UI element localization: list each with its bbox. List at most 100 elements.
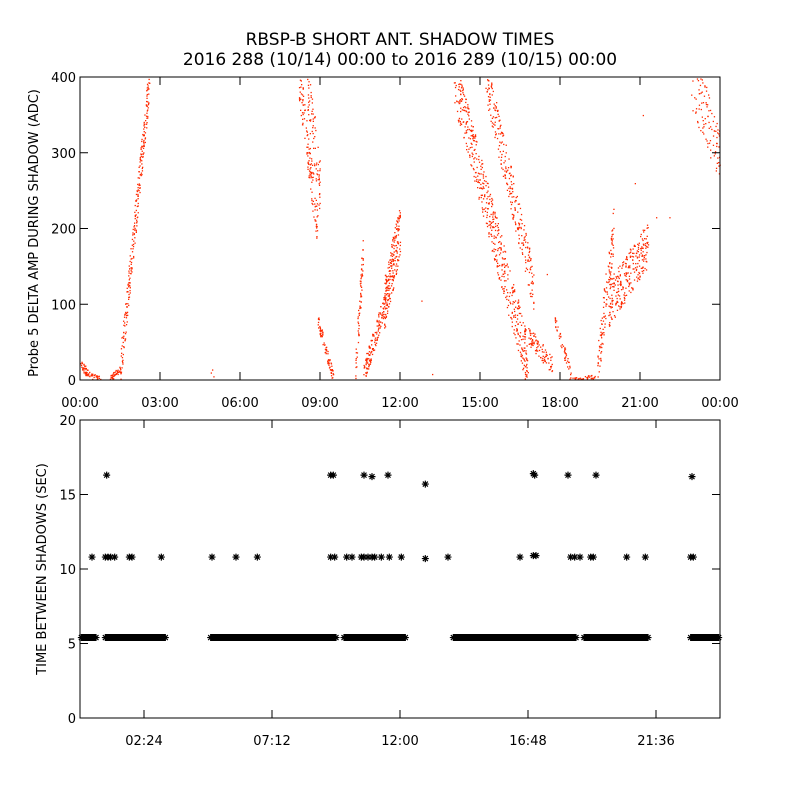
shadow-amp-point [551, 356, 553, 358]
shadow-amp-point [396, 220, 398, 222]
shadow-amp-point [517, 211, 519, 213]
shadow-amp-point [466, 145, 468, 147]
shadow-amp-point [514, 208, 516, 210]
shadow-amp-point [612, 244, 614, 246]
shadow-amp-point [126, 306, 128, 308]
shadow-amp-point [608, 323, 610, 326]
shadow-amp-point [619, 298, 621, 300]
shadow-amp-point [624, 292, 626, 294]
shadow-amp-point [134, 214, 136, 217]
shadow-amp-point [554, 320, 557, 322]
shadow-amp-point [393, 275, 395, 277]
shadow-amp-point [524, 373, 527, 375]
shadow-amp-point [210, 372, 212, 374]
shadow-amp-point [318, 193, 321, 196]
shadow-amp-point [310, 95, 312, 97]
shadow-amp-point [147, 101, 149, 103]
shadow-amp-point [482, 211, 484, 213]
shadow-amp-point [470, 120, 473, 122]
shadow-amp-point [601, 333, 603, 335]
shadow-amp-point [498, 156, 500, 158]
shadow-amp-point [311, 172, 313, 175]
shadow-amp-point [542, 344, 544, 346]
shadow-amp-point [638, 244, 640, 246]
shadow-amp-point [609, 272, 611, 274]
shadow-amp-point [704, 85, 706, 87]
shadow-amp-point [384, 295, 386, 297]
shadow-amp-point [397, 229, 399, 232]
shadow-interval-point [449, 634, 457, 642]
shadow-amp-point [143, 142, 145, 144]
shadow-amp-point [95, 375, 98, 377]
shadow-amp-point [497, 272, 499, 274]
shadow-amp-point [531, 289, 533, 291]
shadow-amp-point [712, 120, 714, 123]
shadow-amp-point [468, 137, 470, 139]
shadow-interval-point [157, 553, 165, 561]
shadow-amp-point [312, 210, 314, 212]
shadow-interval-point [384, 471, 392, 479]
shadow-amp-point [628, 278, 631, 280]
shadow-amp-point [646, 224, 649, 226]
shadow-amp-point [529, 247, 531, 249]
shadow-amp-point [698, 126, 700, 129]
shadow-amp-point [368, 345, 370, 347]
shadow-amp-point [496, 137, 499, 140]
shadow-amp-point [494, 105, 496, 107]
shadow-amp-point [432, 373, 434, 376]
shadow-amp-point [472, 139, 475, 142]
shadow-amp-point [532, 282, 534, 284]
shadow-amp-point [303, 118, 306, 120]
shadow-interval-point [371, 553, 379, 561]
top-xtick-label: 15:00 [461, 396, 498, 411]
shadow-amp-point [387, 295, 389, 297]
shadow-amp-point [635, 268, 638, 271]
shadow-amp-point [640, 235, 642, 238]
shadow-amp-point [314, 203, 316, 205]
shadow-amp-point [620, 289, 623, 291]
shadow-amp-point [116, 372, 119, 374]
shadow-amp-point [120, 369, 122, 371]
shadow-amp-point [302, 88, 304, 90]
shadow-amp-point [512, 175, 514, 177]
shadow-amp-point [478, 198, 480, 200]
shadow-amp-point [140, 155, 142, 158]
shadow-amp-point [137, 212, 139, 214]
shadow-amp-point [521, 248, 523, 251]
shadow-amp-point [637, 262, 639, 265]
shadow-amp-point [125, 303, 128, 305]
shadow-amp-point [309, 171, 311, 173]
shadow-amp-point [142, 166, 144, 168]
shadow-amp-point [489, 215, 491, 218]
shadow-amp-point [97, 378, 99, 380]
shadow-amp-point [629, 252, 631, 254]
shadow-amp-point [311, 171, 313, 174]
shadow-amp-point [526, 358, 528, 360]
shadow-amp-point [83, 368, 85, 370]
shadow-amp-point [717, 132, 719, 134]
shadow-amp-point [459, 99, 462, 101]
shadow-amp-point [373, 349, 375, 352]
shadow-amp-point [514, 209, 516, 211]
shadow-amp-point [645, 245, 647, 247]
shadow-amp-point [307, 109, 309, 111]
shadow-amp-point [501, 141, 503, 143]
shadow-amp-point [708, 94, 710, 96]
shadow-amp-point [317, 215, 319, 217]
shadow-amp-point [133, 233, 135, 236]
shadow-amp-point [363, 374, 365, 376]
shadow-amp-point [491, 84, 493, 86]
shadow-amp-point [85, 367, 87, 370]
shadow-amp-point [497, 262, 499, 264]
shadow-interval-point [444, 553, 452, 561]
shadow-amp-point [512, 191, 514, 193]
shadow-amp-point [716, 122, 718, 125]
shadow-amp-point [84, 365, 86, 368]
shadow-amp-point [534, 350, 537, 352]
shadow-amp-point [514, 314, 517, 316]
shadow-amp-point [514, 201, 516, 203]
shadow-amp-point [516, 328, 518, 331]
shadow-amp-point [547, 358, 549, 360]
shadow-amp-point [95, 376, 97, 378]
shadow-amp-point [393, 263, 395, 265]
